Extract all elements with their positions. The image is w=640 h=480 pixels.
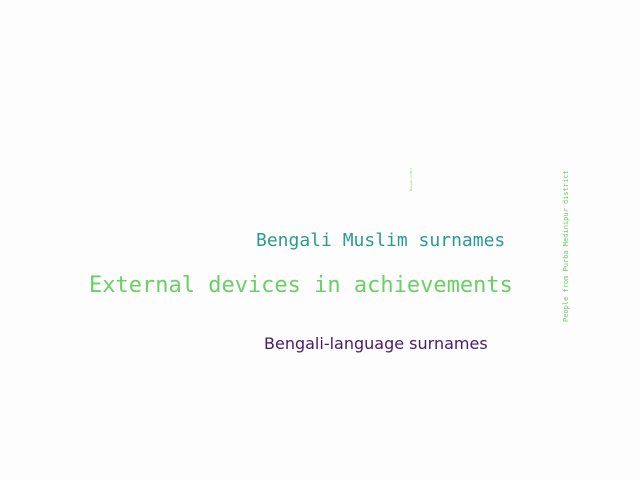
word-small-vertical: Bengali conflict [409,167,413,191]
word-purba-medinipur: People from Purba Medinipur district [562,170,570,322]
word-bengali-muslim-surnames: Bengali Muslim surnames [256,230,506,251]
word-external-devices: External devices in achievements [89,273,513,298]
word-bengali-language-surnames: Bengali-language surnames [264,334,488,353]
